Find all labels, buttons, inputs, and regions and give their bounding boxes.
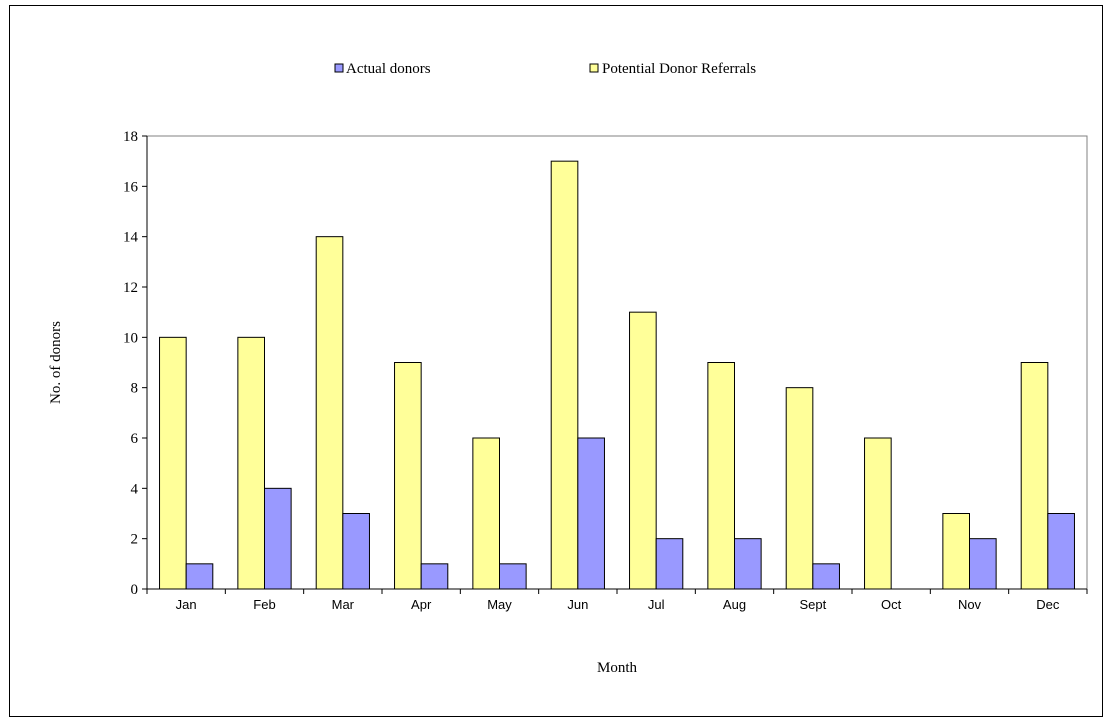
bar-potential-donor-referrals-feb: [237, 336, 266, 590]
y-axis-title: No. of donors: [48, 321, 64, 404]
legend-label-actual-donors: Actual donors: [346, 61, 431, 77]
y-tick-label: 18: [123, 129, 138, 145]
bars: [159, 160, 1075, 590]
x-tick-label-apr: Apr: [411, 597, 432, 612]
bar-potential-donor-referrals-jul: [629, 311, 657, 590]
bar-actual-donors-jan: [185, 563, 214, 590]
x-tick-label-sept: Sept: [799, 597, 826, 612]
y-tick-label: 14: [123, 230, 139, 246]
x-tick-label-mar: Mar: [332, 597, 355, 612]
x-tick-label-dec: Dec: [1036, 597, 1060, 612]
bar-potential-donor-referrals-may: [472, 437, 501, 590]
x-tick-label-jan: Jan: [176, 597, 197, 612]
x-axis-title: Month: [597, 660, 638, 676]
bar-actual-donors-apr: [420, 563, 449, 590]
x-tick-label-aug: Aug: [723, 597, 746, 612]
legend-swatch-actual-donors: [334, 63, 344, 73]
bar-actual-donors-mar: [342, 513, 370, 590]
legend-swatch-potential-donor-referrals: [589, 63, 599, 73]
y-tick-label: 6: [131, 431, 139, 447]
x-tick-label-may: May: [487, 597, 512, 612]
bar-actual-donors-aug: [734, 538, 762, 590]
plot-area: [146, 135, 1088, 590]
bar-actual-donors-feb: [264, 487, 292, 590]
y-tick-label: 8: [131, 381, 139, 397]
bar-actual-donors-sept: [812, 563, 840, 590]
bar-potential-donor-referrals-aug: [707, 362, 735, 590]
y-tick-label: 12: [123, 280, 138, 296]
x-axis: Jan Feb Mar Apr May Jun Jul Aug Sept Oct Nov Dec: [146, 588, 1088, 612]
bar-potential-donor-referrals-jan: [159, 336, 187, 590]
legend-label-potential-donor-referrals: Potential Donor Referrals: [602, 61, 756, 77]
bar-potential-donor-referrals-nov: [942, 513, 970, 590]
bar-potential-donor-referrals-sept: [785, 387, 814, 590]
x-tick-label-nov: Nov: [958, 597, 982, 612]
y-axis: 0 2 4 6 8 10 12 14 16 18: [123, 129, 148, 598]
bar-potential-donor-referrals-mar: [315, 236, 344, 590]
bar-actual-donors-jul: [655, 538, 684, 590]
bar-actual-donors-nov: [969, 538, 997, 590]
y-tick-label: 2: [131, 532, 139, 548]
x-tick-label-jul: Jul: [648, 597, 665, 612]
x-tick-label-oct: Oct: [881, 597, 902, 612]
bar-actual-donors-may: [499, 563, 527, 590]
x-tick-label-jun: Jun: [567, 597, 588, 612]
x-tick-label-feb: Feb: [253, 597, 275, 612]
legend: Actual donors Potential Donor Referrals: [334, 61, 756, 77]
bar-potential-donor-referrals-jun: [550, 160, 579, 590]
bar-potential-donor-referrals-dec: [1020, 362, 1049, 590]
y-tick-label: 0: [131, 582, 139, 598]
bar-actual-donors-jun: [577, 437, 605, 590]
y-tick-label: 4: [131, 481, 139, 497]
bar-potential-donor-referrals-oct: [864, 437, 892, 590]
bar-actual-donors-dec: [1047, 513, 1075, 590]
bar-potential-donor-referrals-apr: [394, 362, 422, 590]
y-tick-label: 10: [123, 330, 138, 346]
y-tick-label: 16: [123, 179, 139, 195]
